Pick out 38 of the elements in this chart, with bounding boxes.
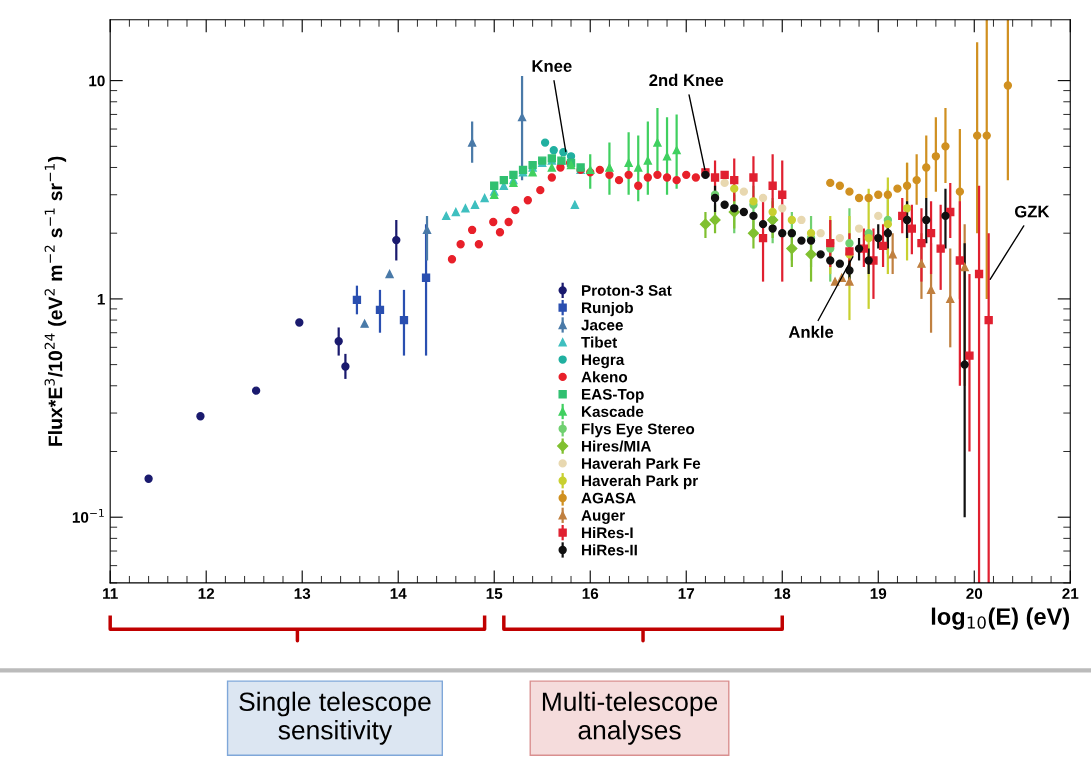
legend-label: Tibet [581, 336, 618, 348]
legend-label: Kascade [582, 405, 644, 418]
x-tick-label: 20 [966, 588, 983, 599]
x-tick-label: 19 [870, 588, 887, 599]
annotation: GZK [1014, 205, 1050, 218]
legend-label: Runjob [582, 301, 633, 317]
y-tick-label: 10$^{−1}$ [72, 508, 104, 523]
legend-label: Jacee [581, 319, 623, 331]
x-tick-label: 15 [486, 588, 503, 599]
legend-label: Flys Eye Stereo [582, 423, 695, 438]
legend-label: HiRes-I [582, 526, 633, 539]
annotation: Knee [532, 60, 572, 72]
text: Single telescope sensitivity [239, 691, 431, 745]
legend-label: Akeno [581, 371, 628, 383]
legend-label: Auger [581, 510, 625, 524]
annotation: 2nd Knee [649, 73, 724, 87]
legend-label: EAS-Top [582, 388, 644, 403]
legend-label: Hires/MIA [582, 440, 652, 452]
legend-label: Proton-3 Sat [582, 285, 672, 296]
x-tick-label: 14 [390, 588, 407, 599]
x-tick-label: 11 [103, 588, 118, 599]
x-tick-label: 21 [1062, 588, 1079, 599]
x-tick-label: 17 [678, 588, 695, 599]
text: Multi-telescope analyses [542, 691, 718, 745]
x-tick-label: 16 [582, 588, 599, 599]
x-axis-title: log$_{10}$(E) (eV) [931, 607, 1070, 630]
legend-label: Haverah Park pr [582, 474, 698, 490]
x-tick-label: 18 [774, 588, 791, 599]
x-tick-label: 13 [294, 588, 311, 600]
y-tick-label: 1 [97, 293, 105, 305]
legend-label: Haverah Park Fe [582, 457, 701, 469]
annotation: Ankle [788, 325, 834, 338]
legend-label: AGASA [581, 492, 636, 504]
text: Flux*E$^{3}$/10$^{24}$ (eV$^{2}$ m$^{−2}$ s$^{−1}$ sr$^{−1}$) [44, 156, 67, 446]
y-tick-label: 10 [89, 75, 105, 87]
legend-label: Hegra [582, 354, 625, 369]
x-tick-label: 12 [198, 588, 215, 599]
legend-label: HiRes-II [582, 544, 637, 556]
